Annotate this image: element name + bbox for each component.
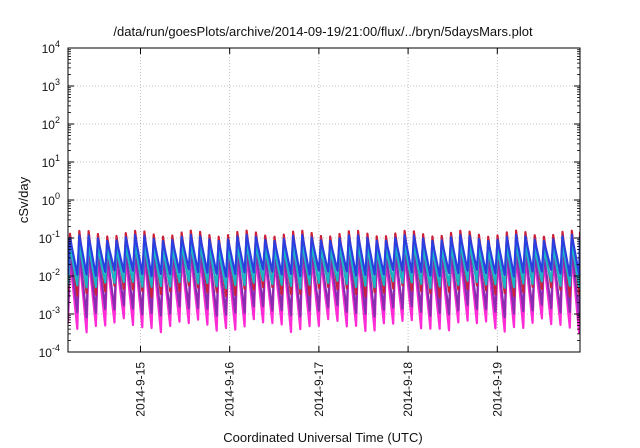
y-axis: 10-4 10-3 10-2 10-1 100 101 102 103 104: [39, 39, 580, 360]
series-group: [68, 229, 580, 334]
y-tick-label: 104: [42, 39, 60, 56]
x-tick-label: 2014-9-15: [133, 362, 147, 417]
y-axis-label: cSv/day: [16, 176, 31, 223]
y-tick-label: 10-3: [39, 305, 60, 322]
y-tick-label: 10-2: [39, 267, 60, 284]
y-tick-label: 10-4: [39, 343, 60, 360]
y-tick-label: 100: [42, 191, 60, 208]
y-tick-label: 101: [42, 153, 60, 170]
y-tick-label: 10-1: [39, 229, 60, 246]
x-tick-label: 2014-9-19: [490, 362, 504, 417]
x-tick-label: 2014-9-16: [223, 362, 237, 417]
x-axis: 2014-9-15 2014-9-16 2014-9-17 2014-9-18 2014…: [133, 48, 504, 417]
chart-title: /data/run/goesPlots/archive/2014-09-19/2…: [113, 24, 533, 39]
x-tick-label: 2014-9-18: [401, 362, 415, 417]
series-line: [68, 233, 580, 278]
y-tick-label: 103: [42, 77, 60, 94]
x-tick-label: 2014-9-17: [312, 362, 326, 417]
y-tick-label: 102: [42, 115, 60, 132]
x-axis-label: Coordinated Universal Time (UTC): [223, 430, 422, 445]
